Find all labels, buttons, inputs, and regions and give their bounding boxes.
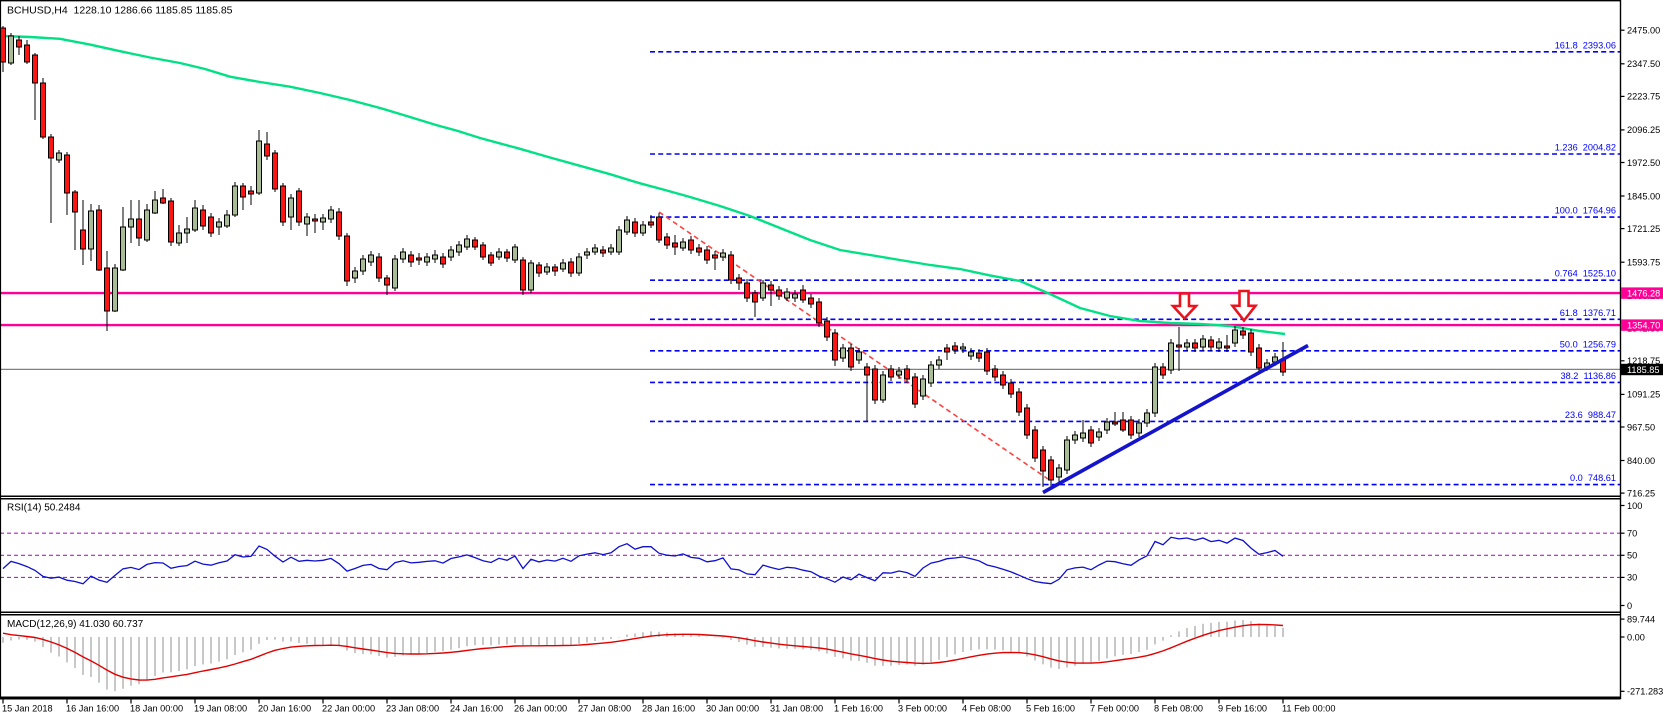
svg-text:0: 0: [1627, 601, 1632, 611]
svg-text:1593.75: 1593.75: [1627, 258, 1660, 268]
svg-text:1218.75: 1218.75: [1627, 356, 1660, 366]
svg-text:24 Jan 16:00: 24 Jan 16:00: [450, 704, 503, 714]
svg-text:50.0 1256.79: 50.0 1256.79: [1560, 339, 1616, 349]
svg-text:2096.25: 2096.25: [1627, 125, 1660, 135]
svg-text:-271.283: -271.283: [1627, 687, 1663, 697]
svg-text:5 Feb 16:00: 5 Feb 16:00: [1026, 704, 1075, 714]
svg-text:9 Feb 16:00: 9 Feb 16:00: [1218, 704, 1267, 714]
svg-text:100.0 1764.96: 100.0 1764.96: [1555, 206, 1616, 216]
svg-text:716.25: 716.25: [1627, 488, 1655, 498]
svg-text:1476.28: 1476.28: [1627, 288, 1660, 298]
svg-text:27 Jan 08:00: 27 Jan 08:00: [578, 704, 631, 714]
svg-text:100: 100: [1627, 501, 1642, 511]
svg-text:50: 50: [1627, 551, 1637, 561]
svg-text:22 Jan 00:00: 22 Jan 00:00: [322, 704, 375, 714]
svg-text:1 Feb 16:00: 1 Feb 16:00: [834, 704, 883, 714]
svg-text:0.00: 0.00: [1627, 632, 1645, 642]
svg-text:38.2 1136.86: 38.2 1136.86: [1560, 371, 1616, 381]
svg-text:3 Feb 00:00: 3 Feb 00:00: [898, 704, 947, 714]
svg-text:2475.00: 2475.00: [1627, 26, 1660, 36]
svg-text:8 Feb 08:00: 8 Feb 08:00: [1154, 704, 1203, 714]
svg-text:15 Jan 2018: 15 Jan 2018: [2, 704, 53, 714]
svg-text:16 Jan 16:00: 16 Jan 16:00: [66, 704, 119, 714]
svg-text:11 Feb 00:00: 11 Feb 00:00: [1282, 704, 1335, 714]
svg-text:18 Jan 00:00: 18 Jan 00:00: [130, 704, 183, 714]
svg-text:28 Jan 16:00: 28 Jan 16:00: [642, 704, 695, 714]
svg-text:2347.50: 2347.50: [1627, 59, 1660, 69]
svg-text:20 Jan 16:00: 20 Jan 16:00: [258, 704, 311, 714]
svg-text:26 Jan 00:00: 26 Jan 00:00: [514, 704, 567, 714]
svg-text:23 Jan 08:00: 23 Jan 08:00: [386, 704, 439, 714]
svg-text:1.236 2004.82: 1.236 2004.82: [1555, 143, 1616, 153]
svg-text:19 Jan 08:00: 19 Jan 08:00: [194, 704, 247, 714]
svg-text:31 Jan 08:00: 31 Jan 08:00: [770, 704, 823, 714]
svg-text:70: 70: [1627, 529, 1637, 539]
svg-text:840.00: 840.00: [1627, 456, 1655, 466]
svg-text:1972.50: 1972.50: [1627, 158, 1660, 168]
svg-text:89.744: 89.744: [1627, 614, 1655, 624]
svg-text:BCHUSD,H4 1228.10 1286.66 118: BCHUSD,H4 1228.10 1286.66 1185.85 1185.8…: [7, 5, 233, 17]
svg-text:1845.00: 1845.00: [1627, 191, 1660, 201]
svg-text:23.6 988.47: 23.6 988.47: [1565, 410, 1616, 420]
svg-text:MACD(12,26,9) 41.030 60.737: MACD(12,26,9) 41.030 60.737: [7, 619, 144, 630]
svg-text:61.8 1376.71: 61.8 1376.71: [1560, 308, 1616, 318]
svg-text:1354.70: 1354.70: [1627, 320, 1660, 330]
svg-text:0.764 1525.10: 0.764 1525.10: [1555, 269, 1616, 279]
svg-text:2223.75: 2223.75: [1627, 92, 1660, 102]
svg-text:30 Jan 00:00: 30 Jan 00:00: [706, 704, 759, 714]
svg-text:1721.25: 1721.25: [1627, 224, 1660, 234]
svg-text:1091.25: 1091.25: [1627, 390, 1660, 400]
svg-text:7 Feb 00:00: 7 Feb 00:00: [1090, 704, 1139, 714]
svg-text:161.8 2393.06: 161.8 2393.06: [1555, 40, 1616, 50]
svg-text:1185.85: 1185.85: [1627, 365, 1660, 375]
svg-text:RSI(14) 50.2484: RSI(14) 50.2484: [7, 503, 81, 514]
svg-text:967.50: 967.50: [1627, 422, 1655, 432]
svg-text:30: 30: [1627, 573, 1637, 583]
svg-text:0.0 748.61: 0.0 748.61: [1570, 473, 1616, 483]
svg-text:4 Feb 08:00: 4 Feb 08:00: [962, 704, 1011, 714]
